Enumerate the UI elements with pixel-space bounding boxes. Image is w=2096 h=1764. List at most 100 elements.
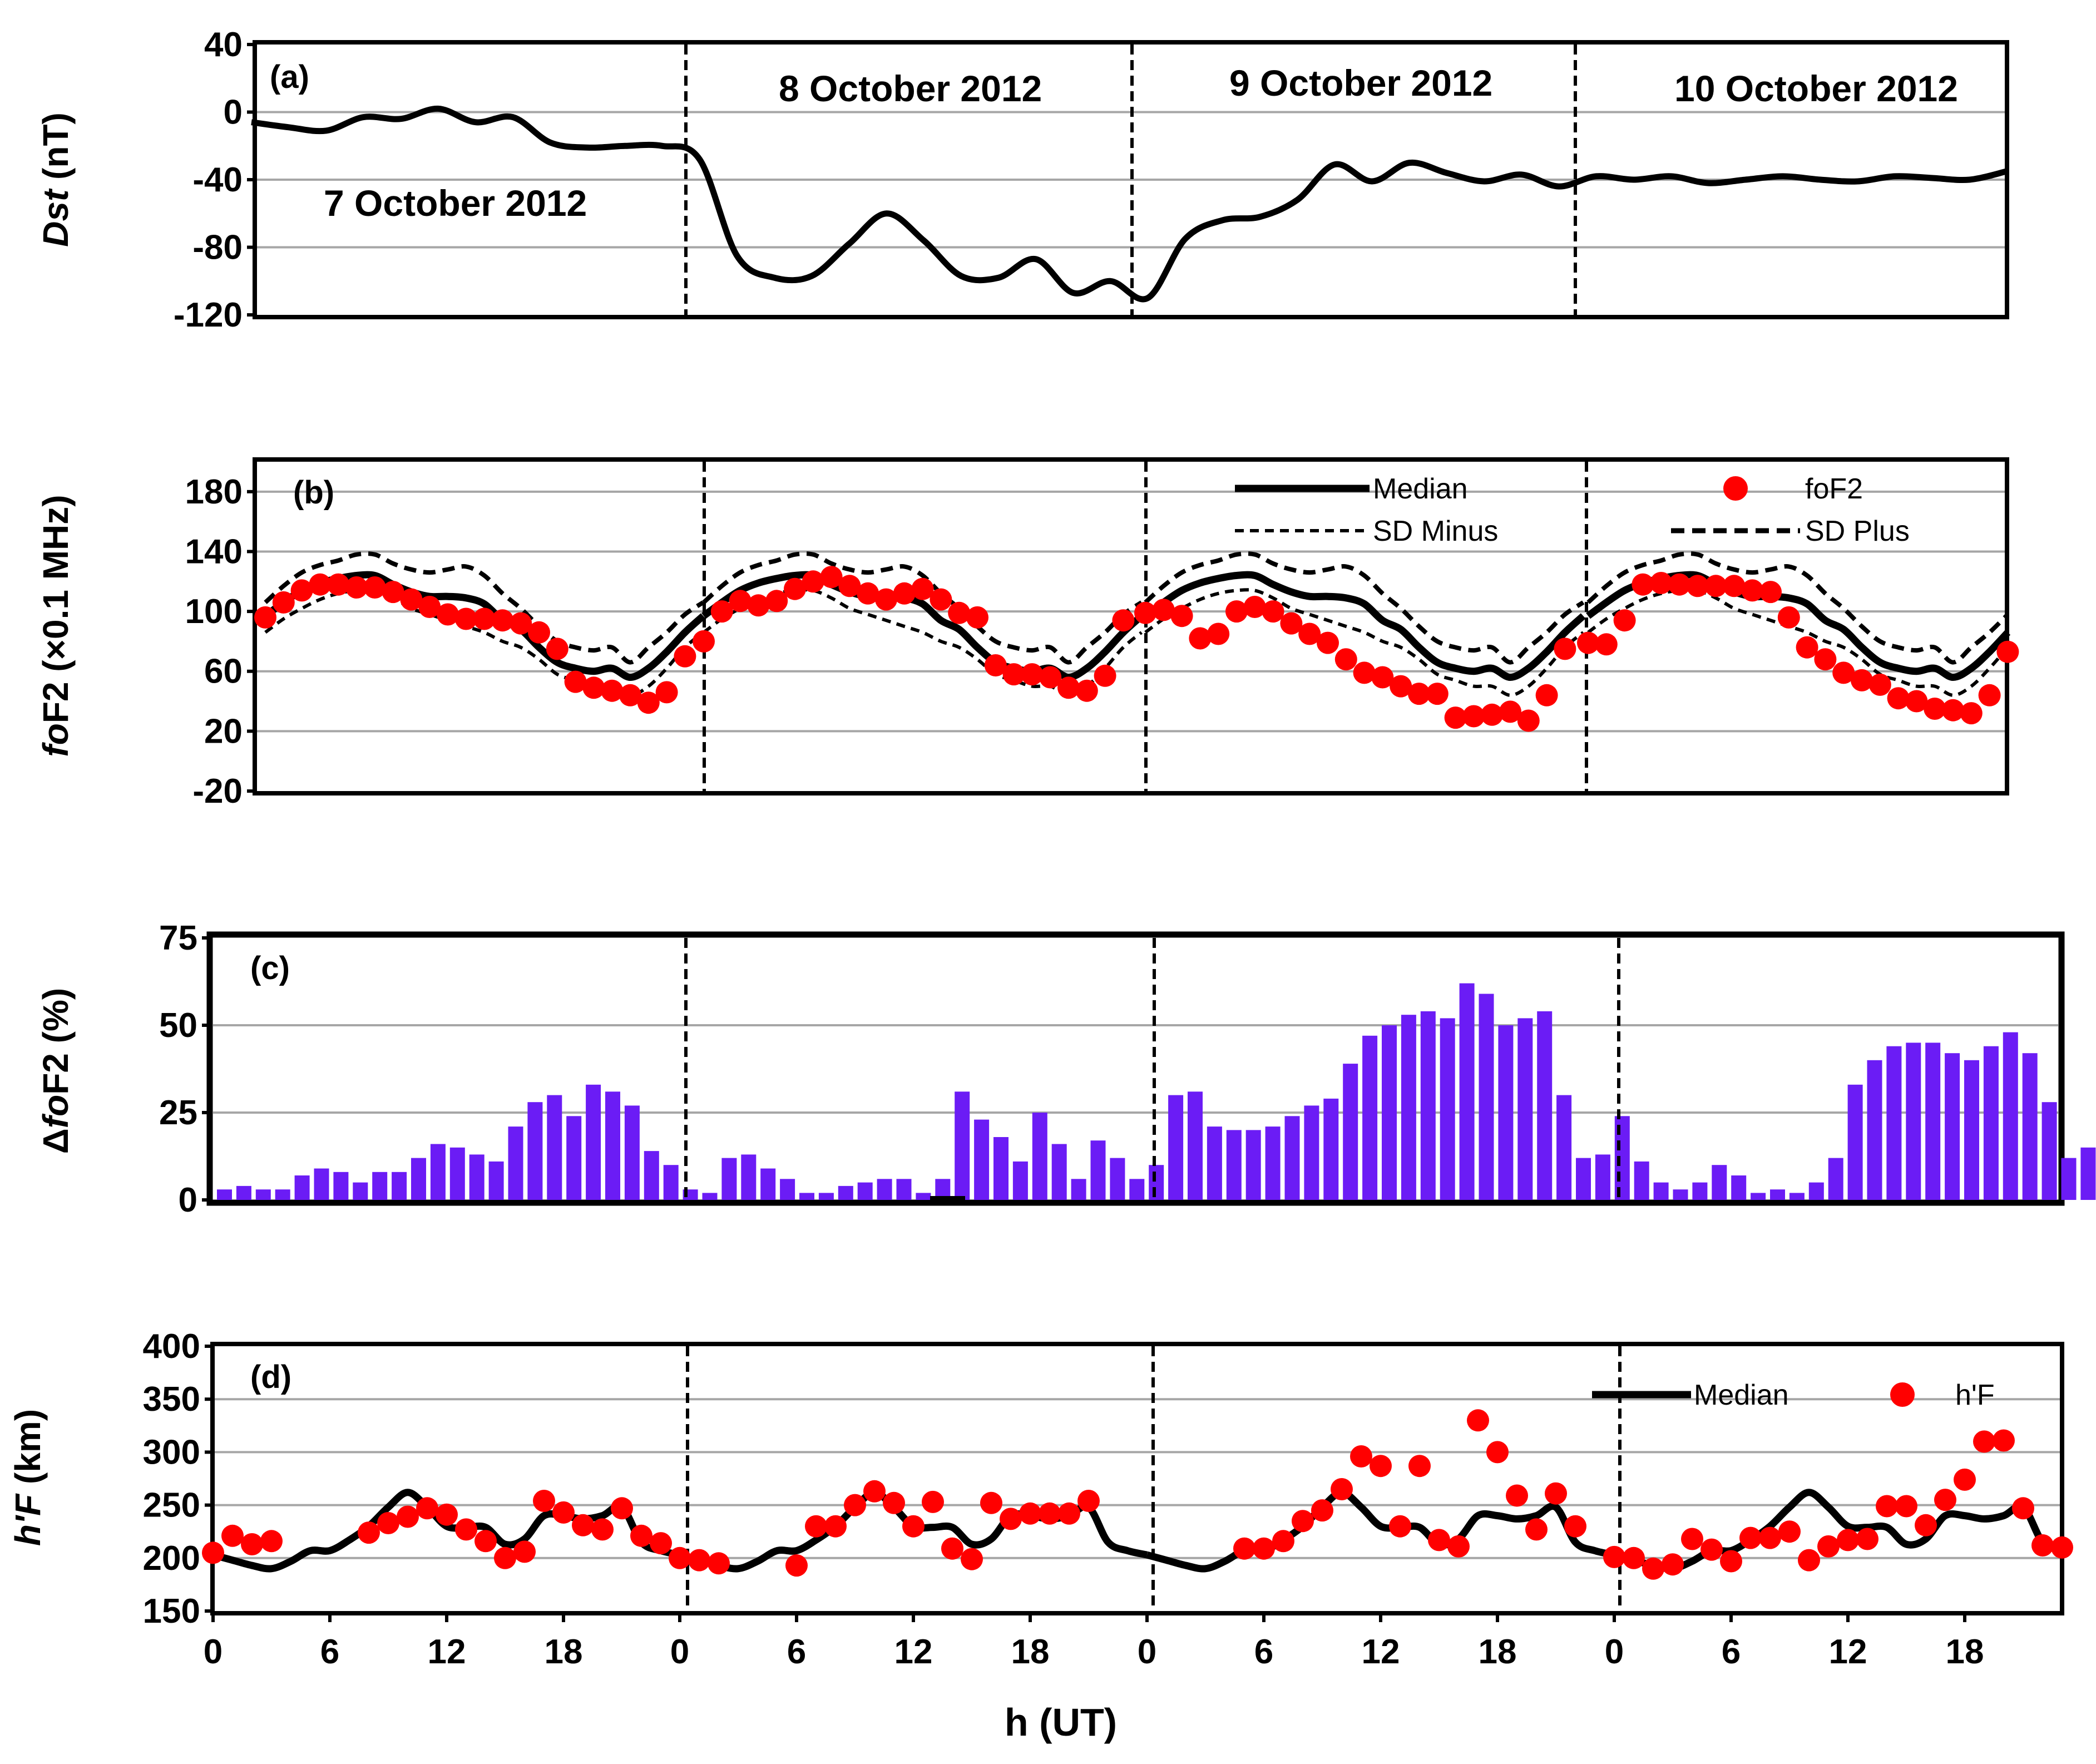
delta-fof2-bar [1032,1113,1047,1200]
fof2-point [437,603,459,626]
delta-fof2-bar [1071,1179,1086,1200]
hf-point [1467,1409,1489,1432]
fof2-point [309,573,332,596]
delta-fof2-bar [1323,1098,1339,1200]
sd-plus-line [702,551,1143,665]
legend-fof2-swatch [1723,476,1748,501]
delta-fof2-bar [1401,1015,1416,1200]
fof2-point [1632,573,1654,596]
delta-fof2-bar [1012,1161,1028,1200]
fof2-point [1960,702,1983,725]
fof2-point [1759,581,1782,604]
delta-fof2-bar [1362,1035,1378,1200]
hf-point [1817,1535,1840,1558]
delta-fof2-bar [1304,1105,1319,1200]
hf-median-line [1613,1489,2064,1573]
fof2-point [1499,700,1521,723]
delta-fof2-bar [1207,1126,1222,1200]
hf-point [650,1532,672,1555]
fof2-point [1039,666,1062,689]
delta-fof2-bar [1964,1060,1979,1200]
delta-fof2-bar [741,1154,757,1200]
legend-sd-plus-label: SD Plus [1805,515,1910,547]
fof2-point [893,582,916,605]
panel-c-ytick-label: 75 [159,919,197,957]
fof2-point [582,676,605,699]
delta-fof2-bar [896,1179,912,1200]
hf-point [785,1554,808,1577]
delta-fof2-bar [1731,1175,1747,1200]
delta-fof2-bar [566,1116,582,1200]
delta-fof2-bar [508,1126,523,1200]
delta-fof2-bar [1517,1018,1533,1200]
delta-fof2-bar [702,1193,718,1200]
panel-c-ytick-label: 0 [179,1181,197,1219]
x-tick-label: 6 [1722,1633,1741,1671]
panel-b-ytick-label: -20 [192,772,243,811]
fof2-point [1152,599,1175,621]
sd-plus-line [264,551,705,665]
delta-fof2-bar [1867,1060,1882,1200]
dst-series-line [251,105,2008,303]
panel-c-frame [206,931,2065,1206]
delta-fof2-bar [1382,1025,1397,1200]
x-tick-label: 0 [1605,1633,1624,1671]
hf-point [1272,1530,1294,1553]
panel-b-fof2: 180 140 100 60 20 -20 (b) Median SD Minus foF… [36,457,2019,811]
fof2-point [382,581,404,604]
fof2-point [1704,575,1727,597]
fof2-point [966,606,988,629]
panel-d-ytick-label: 150 [143,1592,200,1630]
fof2-point [693,630,715,653]
fof2-point [1317,631,1339,654]
panel-a-ytick-label: -80 [192,229,243,267]
fof2-point [1613,609,1636,632]
delta-fof2-bar [799,1193,814,1200]
fof2-point [875,588,897,611]
fof2-point [1887,687,1910,710]
hf-point [1233,1537,1255,1560]
panel-c-ylabel-italic: fo [36,1095,76,1128]
day-label-3: 9 October 2012 [1229,62,1492,103]
fof2-point [1481,703,1504,726]
hf-point [1739,1526,1762,1549]
hf-point [1077,1490,1100,1512]
panel-a-ytick-label: -120 [174,296,243,334]
hf-point [630,1524,652,1547]
hf-point [572,1514,594,1536]
fof2-point [729,590,752,612]
fof2-point [747,594,770,617]
fof2-point [1134,601,1156,624]
hf-point [1798,1549,1820,1572]
hf-point [1603,1545,1625,1568]
delta-fof2-bar [1265,1126,1281,1200]
delta-fof2-bar [1828,1158,1843,1200]
hf-point [922,1490,944,1513]
fof2-point [1298,622,1321,645]
delta-fof2-bar [1051,1144,1067,1200]
hf-point [1973,1430,1995,1453]
hf-point [941,1537,963,1560]
delta-fof2-bar [1110,1158,1125,1200]
hf-point [1486,1441,1509,1464]
hf-point [2051,1536,2073,1559]
delta-fof2-bar [1537,1011,1553,1200]
delta-fof2-bar [527,1102,543,1200]
hf-point [436,1503,458,1526]
panel-d-ytick-label: 300 [143,1433,200,1471]
hf-point [1778,1520,1801,1543]
delta-fof2-bar [1808,1182,1824,1200]
fof2-point [1390,675,1412,698]
fof2-point [710,600,733,623]
hf-median-line [212,1489,681,1573]
hf-point [591,1518,614,1541]
delta-fof2-bar [1925,1042,1941,1200]
delta-fof2-bar [275,1189,290,1200]
delta-fof2-bar [1245,1130,1261,1200]
hf-point [1019,1502,1041,1525]
delta-fof2-bar [586,1084,601,1200]
delta-fof2-bar [721,1158,737,1200]
fof2-point [1057,676,1080,699]
delta-fof2-bar [255,1189,271,1200]
hf-point [1350,1445,1372,1467]
